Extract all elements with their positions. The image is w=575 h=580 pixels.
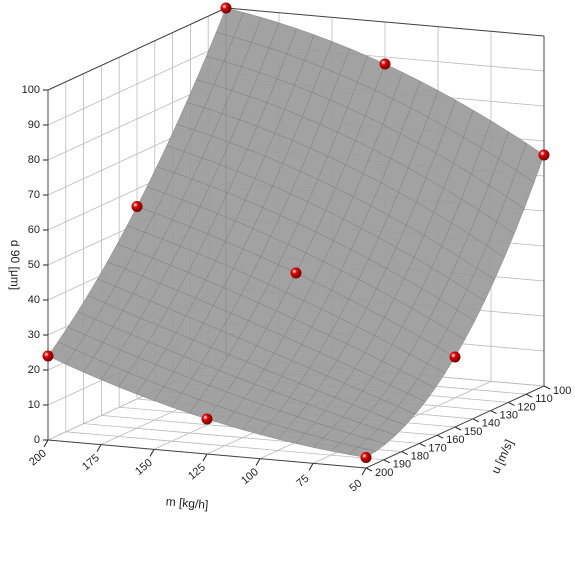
tick-mark [361, 467, 367, 476]
tick-mark [202, 453, 208, 462]
tick-mark [149, 449, 155, 457]
tick-mark [436, 434, 444, 439]
grid-line [47, 42, 227, 126]
data-point [360, 452, 372, 463]
y-tick-label: 150 [464, 426, 482, 438]
y-axis-label: u [m/s] [488, 437, 516, 476]
surface [47, 7, 545, 458]
x-tick-label: 125 [186, 461, 208, 482]
data-point [449, 351, 461, 363]
tick-mark [419, 442, 426, 447]
z-tick-label: 80 [28, 154, 40, 166]
tick-mark [472, 418, 480, 423]
tick-mark [308, 463, 314, 471]
z-tick-label: 60 [28, 224, 40, 236]
tick-mark [365, 467, 373, 472]
y-tick-label: 180 [411, 451, 429, 463]
axis-line [47, 439, 367, 469]
y-tick-label: 170 [428, 442, 446, 454]
y-tick-label: 110 [535, 393, 553, 405]
x-axis-label: m [kg/h] [165, 494, 209, 512]
y-tick-label: 130 [500, 410, 518, 422]
tick-mark [383, 459, 391, 464]
data-point [201, 413, 213, 425]
tick-mark [255, 458, 261, 466]
x-tick-label: 200 [27, 447, 49, 468]
data-point [42, 350, 54, 362]
tick-mark [43, 439, 49, 448]
y-tick-label: 140 [482, 418, 500, 430]
y-tick-label: 200 [375, 467, 393, 479]
data-point [290, 267, 302, 279]
axis-line [225, 7, 545, 37]
data-point [538, 149, 550, 161]
z-axis-label: d 90 [μm] [8, 240, 22, 290]
tick-mark [96, 444, 102, 452]
x-tick-label: 175 [80, 452, 102, 473]
axis-line [365, 385, 545, 469]
data-point [131, 201, 143, 212]
tick-mark [508, 401, 515, 406]
axis-line [47, 7, 227, 91]
tick-mark [543, 385, 551, 390]
points [42, 2, 550, 463]
data-point [379, 58, 391, 70]
z-tick-label: 0 [34, 434, 40, 446]
data-point [220, 2, 232, 14]
x-tick-label: 50 [347, 477, 364, 494]
tick-mark [490, 410, 497, 415]
grid-line [65, 431, 384, 461]
y-tick-label: 100 [553, 385, 571, 397]
y-tick-label: 190 [393, 459, 411, 471]
z-tick-label: 70 [28, 189, 40, 201]
y-tick-label: 160 [446, 434, 464, 446]
x-tick-label: 75 [294, 473, 311, 490]
x-tick-label: 150 [133, 457, 155, 478]
z-tick-label: 90 [28, 119, 40, 131]
tick-mark [525, 393, 533, 398]
x-tick-label: 100 [239, 466, 261, 487]
z-tick-label: 50 [28, 259, 40, 271]
tick-mark [454, 426, 462, 431]
z-tick-label: 30 [28, 329, 40, 341]
z-tick-label: 40 [28, 294, 40, 306]
z-tick-label: 10 [28, 399, 40, 411]
z-tick-label: 100 [22, 84, 40, 96]
tick-mark [401, 451, 408, 456]
z-tick-label: 20 [28, 364, 40, 376]
y-tick-label: 120 [517, 401, 535, 413]
